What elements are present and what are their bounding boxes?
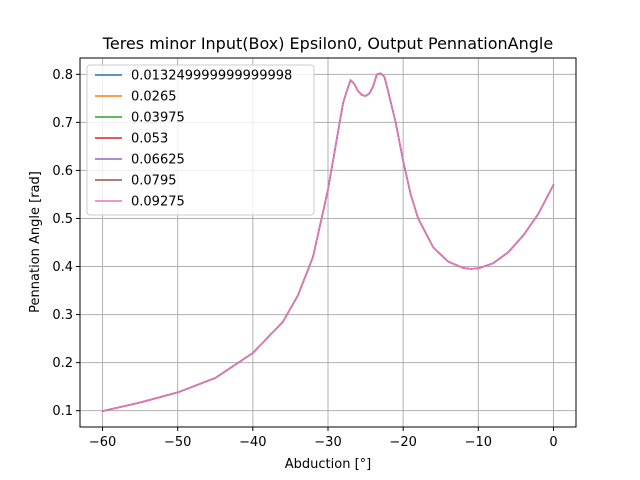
x-tick-label: −10: [465, 435, 492, 450]
x-tick-label: −40: [239, 435, 266, 450]
y-tick-label: 0.4: [52, 260, 73, 275]
legend-label: 0.013249999999999998: [131, 69, 292, 84]
y-axis-label: Pennation Angle [rad]: [28, 171, 43, 313]
y-tick-label: 0.8: [52, 68, 73, 83]
y-axis-ticks: 0.1 0.2 0.3 0.4 0.5 0.6 0.7 0.8: [52, 68, 80, 419]
y-tick-label: 0.5: [52, 212, 73, 227]
x-axis-ticks: −60 −50 −40 −30 −20 −10 0: [89, 427, 558, 450]
x-tick-label: −50: [164, 435, 191, 450]
y-tick-label: 0.1: [52, 404, 73, 419]
series-line: [101, 72, 555, 412]
legend-box: [86, 64, 315, 216]
x-axis-label: Abduction [°]: [285, 457, 371, 472]
legend-entries: 0.013249999999999998 0.0265 0.03975 0.053 0.…: [95, 69, 292, 210]
legend-label: 0.06625: [131, 153, 185, 168]
x-tick-label: 0: [549, 435, 557, 450]
legend-label: 0.03975: [131, 111, 185, 126]
series-lines: [101, 72, 555, 412]
y-tick-label: 0.7: [52, 116, 73, 131]
x-tick-label: −20: [389, 435, 416, 450]
x-tick-label: −60: [89, 435, 116, 450]
legend: 0.013249999999999998 0.0265 0.03975 0.053 0.…: [86, 64, 315, 216]
legend-label: 0.0265: [131, 90, 177, 105]
legend-label: 0.053: [131, 132, 168, 147]
x-tick-label: −30: [314, 435, 341, 450]
y-tick-label: 0.3: [52, 308, 73, 323]
chart-title: Teres minor Input(Box) Epsilon0, Output …: [102, 34, 553, 53]
y-tick-label: 0.2: [52, 356, 73, 371]
legend-label: 0.0795: [131, 174, 177, 189]
legend-label: 0.09275: [131, 195, 185, 210]
y-tick-label: 0.6: [52, 164, 73, 179]
